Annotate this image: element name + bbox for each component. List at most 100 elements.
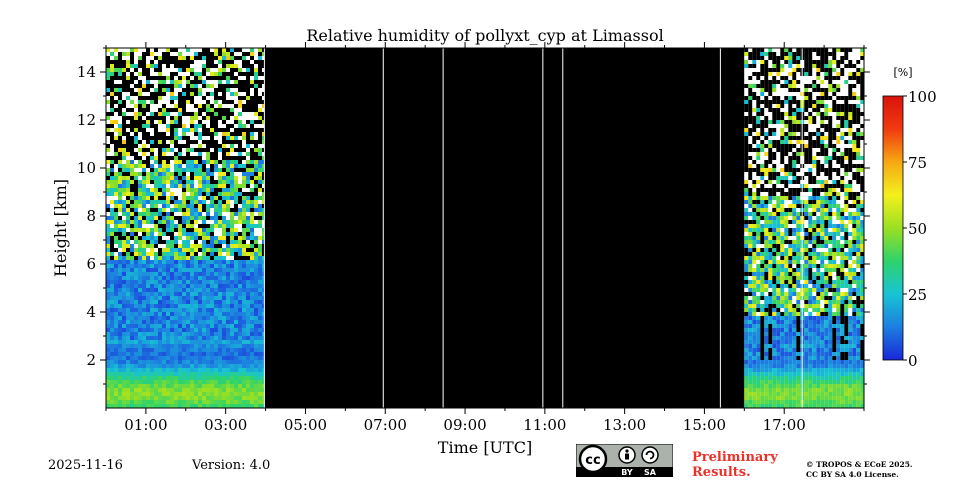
heatmap-cell bbox=[198, 76, 202, 80]
heatmap-cell bbox=[784, 152, 789, 156]
heatmap-cell bbox=[246, 364, 250, 368]
heatmap-cell bbox=[756, 324, 761, 328]
heatmap-cell bbox=[158, 104, 162, 108]
heatmap-cell bbox=[254, 196, 258, 200]
heatmap-cell bbox=[178, 336, 182, 340]
heatmap-cell bbox=[246, 340, 250, 344]
heatmap-cell bbox=[254, 280, 258, 284]
heatmap-cell bbox=[218, 248, 222, 252]
heatmap-cell bbox=[230, 352, 234, 356]
heatmap-cell bbox=[246, 404, 250, 408]
heatmap-cell bbox=[226, 392, 230, 396]
heatmap-cell bbox=[130, 360, 134, 364]
heatmap-cell bbox=[170, 404, 174, 408]
heatmap-cell bbox=[198, 304, 202, 308]
heatmap-cell bbox=[760, 400, 765, 404]
heatmap-cell bbox=[126, 116, 130, 120]
heatmap-cell bbox=[206, 244, 210, 248]
heatmap-cell bbox=[792, 272, 797, 276]
heatmap-cell bbox=[780, 172, 785, 176]
heatmap-cell bbox=[162, 88, 166, 92]
heatmap-cell bbox=[118, 96, 122, 100]
heatmap-cell bbox=[796, 176, 801, 180]
heatmap-cell bbox=[110, 288, 114, 292]
heatmap-cell bbox=[202, 236, 206, 240]
heatmap-cell bbox=[792, 288, 797, 292]
heatmap-cell bbox=[258, 104, 262, 108]
heatmap-cell bbox=[154, 344, 158, 348]
heatmap-cell bbox=[146, 228, 150, 232]
heatmap-cell bbox=[114, 116, 118, 120]
heatmap-cell bbox=[788, 196, 793, 200]
heatmap-cell bbox=[162, 300, 166, 304]
heatmap-cell bbox=[194, 128, 198, 132]
heatmap-cell bbox=[214, 252, 218, 256]
heatmap-cell bbox=[118, 60, 122, 64]
heatmap-cell bbox=[142, 48, 146, 52]
heatmap-cell bbox=[142, 136, 146, 140]
heatmap-cell bbox=[142, 168, 146, 172]
heatmap-cell bbox=[804, 256, 809, 260]
heatmap-cell bbox=[218, 372, 222, 376]
heatmap-cell bbox=[262, 144, 265, 148]
heatmap-cell bbox=[150, 200, 154, 204]
heatmap-cell bbox=[138, 360, 142, 364]
heatmap-cell bbox=[122, 176, 126, 180]
heatmap-cell bbox=[792, 104, 797, 108]
heatmap-cell bbox=[182, 232, 186, 236]
heatmap-cell bbox=[230, 72, 234, 76]
heatmap-cell bbox=[230, 152, 234, 156]
heatmap-cell bbox=[234, 396, 238, 400]
heatmap-cell bbox=[134, 236, 138, 240]
heatmap-cell bbox=[138, 124, 142, 128]
heatmap-cell bbox=[118, 92, 122, 96]
heatmap-cell bbox=[768, 224, 773, 228]
heatmap-cell bbox=[792, 208, 797, 212]
heatmap-cell bbox=[804, 376, 809, 380]
heatmap-cell bbox=[154, 312, 158, 316]
heatmap-cell bbox=[206, 184, 210, 188]
heatmap-cell bbox=[214, 140, 218, 144]
heatmap-cell bbox=[784, 240, 789, 244]
heatmap-cell bbox=[118, 344, 122, 348]
heatmap-cell bbox=[258, 128, 262, 132]
heatmap-cell bbox=[752, 180, 757, 184]
heatmap-cell bbox=[142, 272, 146, 276]
heatmap-cell bbox=[142, 400, 146, 404]
heatmap-cell bbox=[796, 180, 801, 184]
heatmap-cell bbox=[262, 216, 265, 220]
heatmap-cell bbox=[210, 400, 214, 404]
heatmap-cell bbox=[150, 344, 154, 348]
heatmap-cell bbox=[150, 340, 154, 344]
heatmap-cell bbox=[134, 160, 138, 164]
heatmap-cell bbox=[142, 264, 146, 268]
heatmap-cell bbox=[106, 48, 110, 52]
heatmap-cell bbox=[206, 160, 210, 164]
heatmap-cell bbox=[122, 128, 126, 132]
heatmap-cell bbox=[110, 88, 114, 92]
heatmap-cell bbox=[238, 300, 242, 304]
heatmap-cell bbox=[768, 136, 773, 140]
heatmap-cell bbox=[222, 292, 226, 296]
heatmap-cell bbox=[114, 132, 118, 136]
heatmap-cell bbox=[258, 228, 262, 232]
heatmap-cell bbox=[142, 284, 146, 288]
heatmap-cell bbox=[250, 344, 254, 348]
heatmap-cell bbox=[238, 208, 242, 212]
heatmap-cell bbox=[748, 200, 753, 204]
heatmap-cell bbox=[246, 112, 250, 116]
heatmap-cell bbox=[748, 76, 753, 80]
heatmap-cell bbox=[768, 304, 773, 308]
heatmap-cell bbox=[768, 300, 773, 304]
heatmap-cell bbox=[130, 292, 134, 296]
heatmap-cell bbox=[146, 400, 150, 404]
heatmap-cell bbox=[234, 68, 238, 72]
heatmap-cell bbox=[138, 272, 142, 276]
heatmap-cell bbox=[752, 84, 757, 88]
heatmap-cell bbox=[182, 136, 186, 140]
heatmap-cell bbox=[226, 300, 230, 304]
heatmap-cell bbox=[760, 352, 765, 356]
heatmap-cell bbox=[760, 260, 765, 264]
heatmap-cell bbox=[118, 356, 122, 360]
heatmap-cell bbox=[150, 52, 154, 56]
